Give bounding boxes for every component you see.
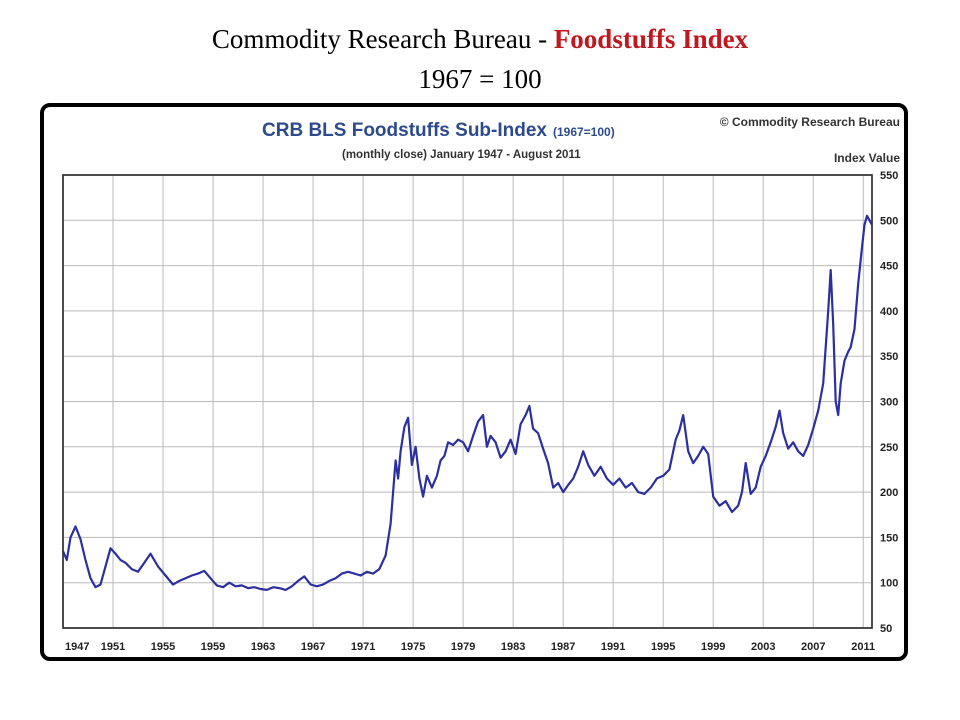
- x-axis-ticks: 1947 1951 1955 1959 1963 1967 1971 1975 1979 1983…: [65, 641, 875, 653]
- slide-subtitle: 1967 = 100: [418, 64, 542, 94]
- y-tick-label: 150: [880, 532, 898, 544]
- x-tick-label: 1987: [551, 641, 575, 653]
- chart-subtitle: (monthly close) January 1947 - August 20…: [342, 149, 581, 161]
- y-axis-ticks: 50 100 150 200 250 300 350 400 450 500 550: [880, 170, 898, 635]
- copyright-label: © Commodity Research Bureau: [720, 115, 900, 129]
- y-tick-label: 550: [880, 170, 898, 182]
- y-tick-label: 250: [880, 442, 898, 454]
- plot-border: [62, 174, 873, 629]
- x-tick-label: 1971: [351, 641, 375, 653]
- x-tick-label: 1963: [251, 641, 275, 653]
- y-tick-label: 300: [880, 397, 898, 409]
- y-tick-label: 100: [880, 578, 898, 590]
- grid-lines: [63, 175, 872, 628]
- y-tick-label: 350: [880, 351, 898, 363]
- slide-title: Commodity Research Bureau - Foodstuffs I…: [0, 22, 960, 56]
- x-tick-label: 1947: [65, 641, 89, 653]
- y-tick-label: 500: [880, 215, 898, 227]
- x-tick-label: 1951: [101, 641, 125, 653]
- series-line: [61, 214, 873, 591]
- chart-title-main: CRB BLS Foodstuffs Sub-Index: [262, 120, 547, 141]
- y-tick-label: 50: [880, 623, 892, 635]
- slide-title-accent: Foodstuffs Index: [553, 24, 749, 54]
- x-tick-label: 2011: [851, 641, 875, 653]
- y-tick-label: 200: [880, 487, 898, 499]
- chart-title-suffix: (1967=100): [553, 125, 615, 139]
- x-tick-label: 1999: [701, 641, 725, 653]
- x-tick-label: 1995: [651, 641, 675, 653]
- x-tick-label: 1959: [201, 641, 225, 653]
- x-tick-label: 1991: [601, 641, 625, 653]
- x-tick-label: 2003: [751, 641, 775, 653]
- x-tick-label: 1955: [151, 641, 175, 653]
- y-tick-label: 400: [880, 306, 898, 318]
- x-tick-label: 2007: [801, 641, 825, 653]
- y-axis-title: Index Value: [834, 151, 900, 165]
- x-tick-label: 1975: [401, 641, 425, 653]
- slide-title-prefix: Commodity Research Bureau -: [211, 24, 554, 54]
- y-tick-label: 450: [880, 261, 898, 273]
- x-tick-label: 1983: [501, 641, 525, 653]
- x-tick-label: 1967: [301, 641, 325, 653]
- x-tick-label: 1979: [451, 641, 475, 653]
- chart-title: CRB BLS Foodstuffs Sub-Index (1967=100): [262, 120, 615, 141]
